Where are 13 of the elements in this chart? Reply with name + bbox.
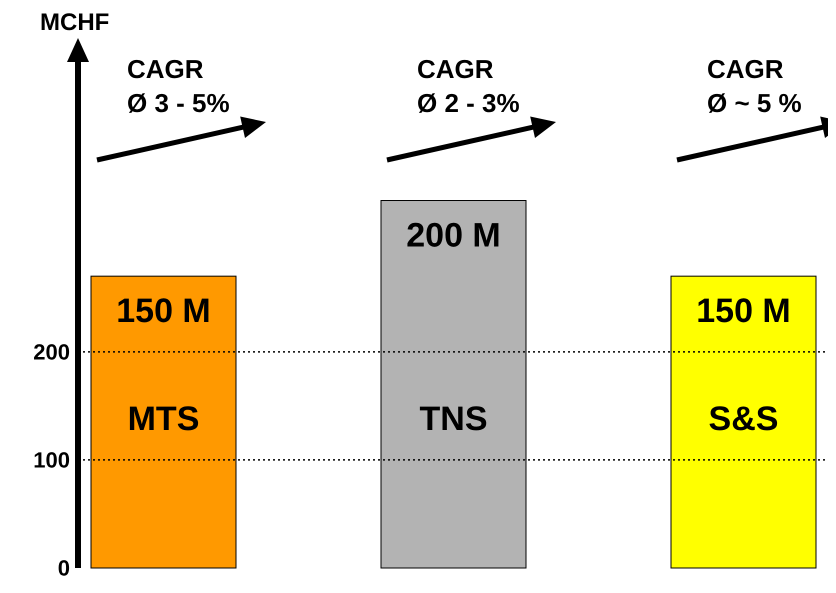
annotation: CAGR Ø 2 - 3% xyxy=(417,54,520,118)
annotation: 150 M xyxy=(696,292,791,330)
annotation: CAGR Ø 3 - 5% xyxy=(127,54,230,118)
annotation: 200 M xyxy=(406,216,501,255)
annotation: 150 M xyxy=(116,292,211,330)
y-axis-title: MCHF xyxy=(40,9,110,36)
y-tick-label: 100 xyxy=(33,448,70,473)
x-tick-label: S&S xyxy=(708,400,778,438)
x-tick-label: TNS xyxy=(420,400,488,438)
y-tick-label: 200 xyxy=(33,340,70,365)
x-tick-label: MTS xyxy=(128,400,200,438)
y-tick-label: 0 xyxy=(58,556,70,581)
annotation: CAGR Ø ~ 5 % xyxy=(707,54,802,118)
